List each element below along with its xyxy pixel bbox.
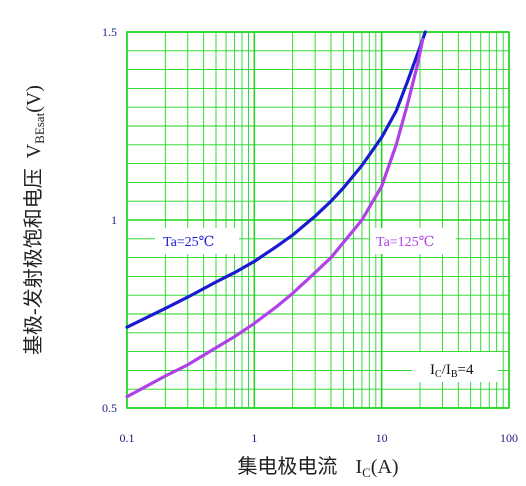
series-line-1 [125,37,425,399]
x-tick-label: 0.1 [120,431,135,445]
x-tick-label: 10 [376,431,388,445]
y-tick-label: 1.5 [102,25,117,39]
series-label-box-25c [155,228,239,254]
x-tick-label: 1 [251,431,257,445]
series-label-25c: Ta=25℃ [163,235,214,250]
annotation-ic-ib: IC/IB=4 [430,362,474,380]
y-tick-label: 0.5 [102,401,117,415]
grid [126,31,510,409]
series-line-0 [125,30,427,329]
plot-frame [126,31,510,409]
y-tick-label: 1 [111,213,117,227]
y-axis-label: 基极-发射极饱和电压VBEsat(V) [22,85,47,355]
x-axis-label: 集电极电流 IC(A) [237,455,398,480]
series-label-125c: Ta=125℃ [376,235,434,250]
x-tick-label: 100 [500,431,518,445]
series-layer [125,30,427,399]
tick-labels: 0.1 1 10 100 0.5 1 1.5 [102,25,518,445]
series-label-box-125c [370,228,456,254]
annotation-box [412,352,498,382]
